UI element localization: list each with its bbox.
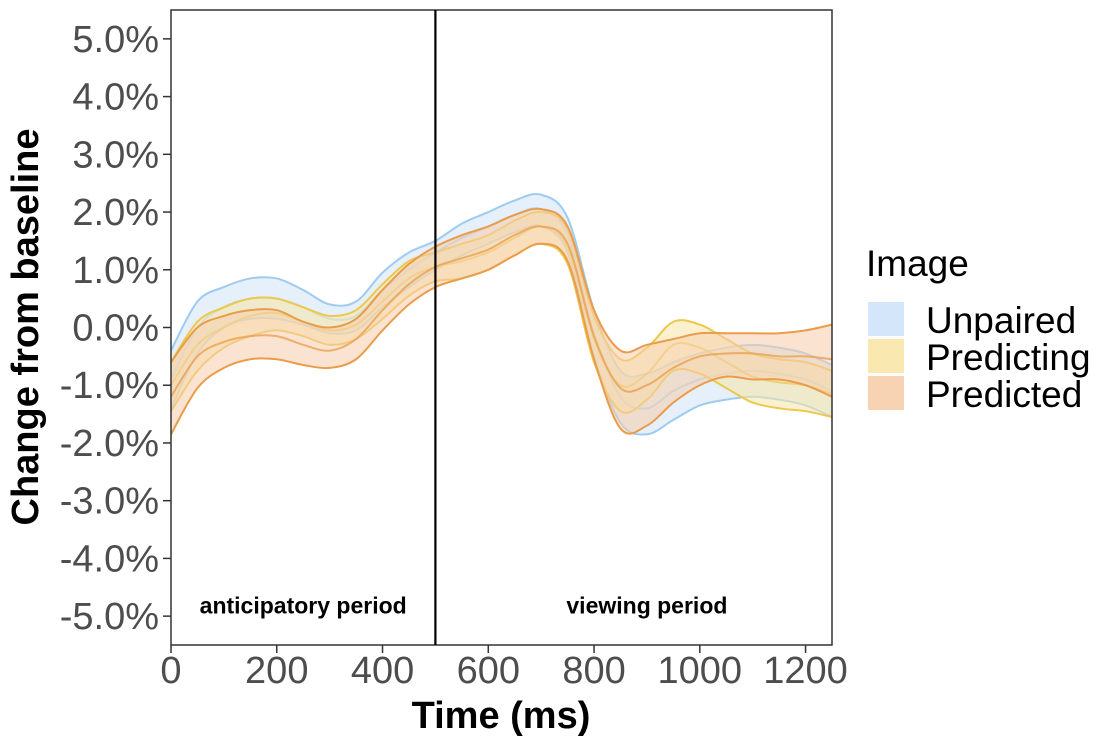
- legend-swatch-unpaired: [868, 302, 904, 336]
- y-tick-label: 3.0%: [72, 134, 159, 176]
- line-predicted-mean: [170, 225, 833, 398]
- annotation-anticipatory-period: anticipatory period: [200, 592, 407, 618]
- x-axis-title: Time (ms): [412, 695, 591, 737]
- period-annotations: anticipatory period viewing period: [200, 592, 728, 618]
- y-tick-label: -2.0%: [60, 423, 159, 465]
- y-tick-label: 4.0%: [72, 77, 159, 119]
- x-tick-label: 200: [245, 650, 308, 692]
- y-tick-label: -1.0%: [60, 365, 159, 407]
- x-tick-label: 600: [457, 650, 520, 692]
- y-tick-label: -5.0%: [60, 596, 159, 638]
- y-axis-title: Change from baseline: [5, 129, 47, 526]
- legend-swatch-predicted: [868, 376, 904, 410]
- y-tick-label: 0.0%: [72, 308, 159, 350]
- legend-label-unpaired: Unpaired: [926, 300, 1076, 341]
- y-tick-label: -3.0%: [60, 481, 159, 523]
- y-tick-label: 5.0%: [72, 19, 159, 61]
- x-tick-label: 800: [562, 650, 625, 692]
- legend-swatch-predicting: [868, 339, 904, 373]
- x-tick-label: 0: [160, 650, 181, 692]
- legend-title: Image: [866, 243, 969, 284]
- line-predicted-upper: [170, 207, 833, 363]
- band-predicted: [171, 208, 832, 435]
- y-axis: 5.0% 4.0% 3.0% 2.0% 1.0% 0.0% -1.0% -2.0% -3.0% -…: [60, 19, 171, 638]
- line-predicted-lower: [170, 242, 833, 435]
- x-tick-label: 1200: [763, 650, 848, 692]
- series-predicted: [170, 207, 833, 435]
- x-tick-label: 1000: [658, 650, 743, 692]
- series-bands: [170, 193, 833, 436]
- y-tick-label: 2.0%: [72, 192, 159, 234]
- legend-label-predicted: Predicted: [926, 374, 1082, 415]
- annotation-viewing-period: viewing period: [566, 592, 727, 618]
- legend-label-predicting: Predicting: [926, 337, 1091, 378]
- x-tick-label: 400: [351, 650, 414, 692]
- y-tick-label: 1.0%: [72, 250, 159, 292]
- y-tick-label: -4.0%: [60, 538, 159, 580]
- x-axis: 0 200 400 600 800 1000 1200: [160, 645, 848, 692]
